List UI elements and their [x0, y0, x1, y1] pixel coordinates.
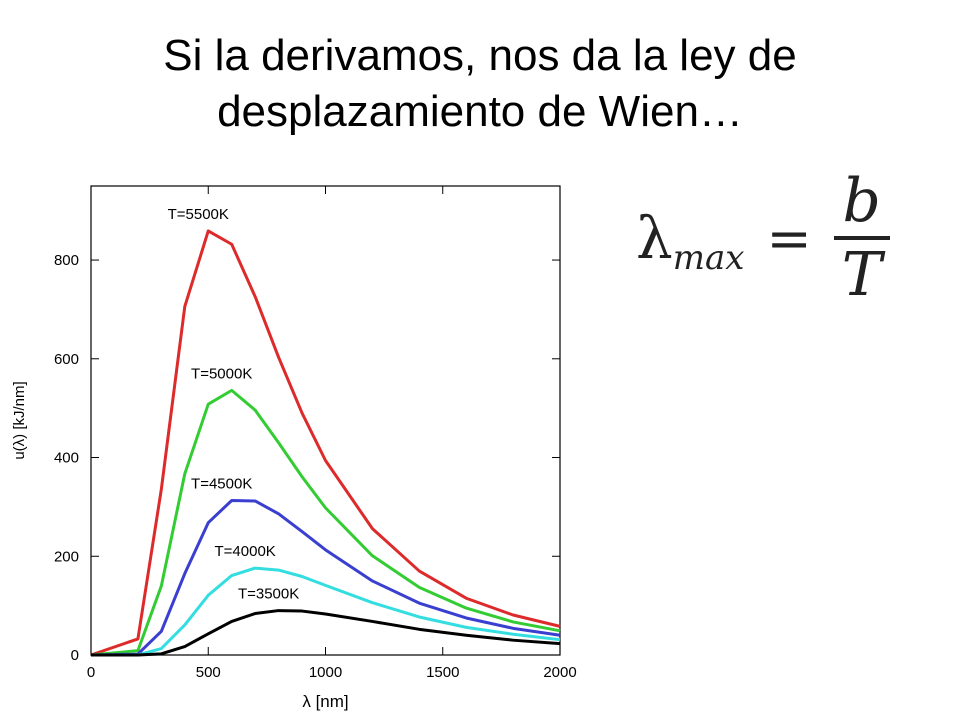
- series-line: [90, 566, 561, 657]
- formula-lambda: λ: [636, 204, 673, 272]
- chart: 0 500 1000 1500 2000 0 200 400 600 800 λ [nm] u(λ) …: [11, 185, 577, 711]
- formula-fraction: b T: [833, 166, 890, 310]
- series-line: [90, 229, 561, 657]
- curve-label: T=5000K: [191, 365, 252, 382]
- x-tick-label: 1000: [309, 664, 342, 681]
- formula-subscript: max: [672, 238, 745, 278]
- series-line: [90, 498, 561, 657]
- formula: λ max = b T: [636, 168, 890, 308]
- series-line: [90, 388, 561, 657]
- curve-label: T=5500K: [168, 206, 229, 223]
- x-tick-label: 1500: [426, 664, 459, 681]
- x-tick-label: 500: [196, 664, 221, 681]
- curve-label: T=4000K: [215, 543, 276, 560]
- series-line: [91, 609, 561, 657]
- title-line: Si la derivamos, nos da la ley de: [163, 31, 797, 80]
- formula-equals: =: [766, 206, 812, 270]
- y-axis-label: u(λ) [kJ/nm]: [11, 381, 28, 459]
- curve-label: T=3500K: [238, 586, 299, 603]
- title-line: desplazamiento de Wien…: [217, 87, 743, 136]
- curve-label: T=4500K: [191, 475, 252, 492]
- x-tick-label: 2000: [543, 664, 576, 681]
- y-tick-label: 0: [71, 647, 79, 664]
- slide-title: Si la derivamos, nos da la ley de despla…: [0, 28, 960, 140]
- y-tick-label: 200: [54, 548, 79, 565]
- x-axis-label: λ [nm]: [302, 692, 348, 711]
- y-tick-label: 400: [54, 450, 79, 467]
- x-tick-label: 0: [87, 664, 95, 681]
- formula-numerator: b: [842, 166, 881, 236]
- fraction-bar: [833, 236, 890, 240]
- y-tick-label: 600: [54, 351, 79, 368]
- y-tick-label: 800: [54, 252, 79, 269]
- formula-denominator: T: [841, 240, 882, 310]
